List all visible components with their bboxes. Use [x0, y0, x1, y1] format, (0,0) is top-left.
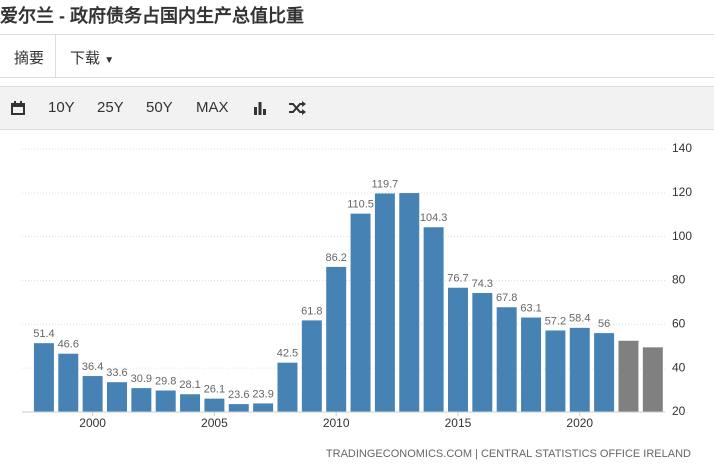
y-tick-label: 40 [672, 360, 686, 374]
value-label: 33.6 [106, 367, 127, 379]
value-label: 57.2 [545, 315, 566, 327]
bar [545, 330, 566, 412]
range-button[interactable]: 50Y [146, 99, 173, 116]
bar [228, 404, 249, 412]
source: TRADINGECONOMICS.COM | CENTRAL STATISTIC… [326, 448, 691, 460]
shuffle-icon[interactable] [288, 100, 306, 116]
bar [642, 347, 663, 412]
y-tick-label: 140 [672, 141, 692, 155]
bar [58, 353, 79, 412]
toolbar: 10Y 25Y 50Y MAX [0, 86, 714, 130]
range-button[interactable]: 25Y [97, 99, 124, 116]
y-tick-label: 80 [672, 273, 686, 287]
y-tick-label: 60 [672, 317, 686, 331]
calendar-icon[interactable] [10, 100, 26, 116]
value-label: 61.8 [301, 305, 322, 317]
bar [131, 388, 152, 412]
bar-chart-icon[interactable] [252, 100, 268, 116]
value-label: 76.7 [447, 273, 468, 285]
bar [496, 307, 517, 412]
bar [326, 266, 347, 412]
value-label: 23.6 [228, 389, 249, 401]
bar [447, 287, 468, 412]
value-label: 104.3 [420, 212, 448, 224]
y-tick-label: 120 [672, 185, 692, 199]
bar [374, 193, 395, 412]
value-label: 86.2 [325, 252, 346, 264]
x-tick-label: 2005 [201, 416, 228, 430]
bar [521, 317, 542, 412]
value-label: 56 [598, 318, 610, 330]
page-title: 爱尔兰 - 政府债务占国内生产总值比重 [0, 6, 304, 26]
bar [350, 213, 371, 412]
value-label: 58.4 [569, 313, 590, 325]
x-tick-label: 2000 [79, 416, 106, 430]
value-label: 23.9 [252, 388, 273, 400]
value-label: 28.1 [179, 379, 200, 391]
value-label: 30.9 [131, 373, 152, 385]
y-tick-label: 100 [672, 229, 692, 243]
bar [472, 292, 493, 412]
value-label: 119.7 [372, 178, 399, 190]
tab[interactable]: 下载 ▼ [70, 47, 114, 68]
bar [180, 394, 201, 412]
bar [569, 327, 590, 412]
value-label: 46.6 [58, 339, 79, 351]
value-label: 67.8 [496, 292, 517, 304]
bar [618, 340, 639, 412]
value-label: 51.4 [33, 328, 54, 340]
x-tick-label: 2015 [445, 416, 472, 430]
bar [155, 390, 176, 412]
bar [399, 193, 420, 412]
value-label: 74.3 [472, 278, 493, 290]
tab-bar: 摘要 下载 ▼ [0, 34, 714, 78]
value-label: 63.1 [520, 302, 541, 314]
x-tick-label: 2010 [323, 416, 350, 430]
bar [423, 227, 444, 412]
bar [594, 333, 615, 412]
bar [107, 382, 127, 412]
range-button[interactable]: MAX [196, 99, 229, 116]
tab-label[interactable]: 下载 [70, 50, 101, 67]
bar [253, 403, 274, 412]
value-label: 42.5 [277, 348, 298, 360]
value-label: 29.8 [155, 375, 176, 387]
caret: ▼ [104, 55, 115, 66]
bar [204, 398, 225, 412]
value-label: 36.4 [82, 361, 103, 373]
x-tick-label: 2020 [566, 416, 593, 430]
value-label: 110.5 [347, 199, 374, 211]
bar [33, 343, 54, 412]
tab[interactable]: 摘要 [14, 50, 45, 67]
bar [82, 376, 103, 412]
y-tick-label: 20 [672, 404, 686, 418]
range-button[interactable]: 10Y [48, 99, 75, 116]
value-label: 26.1 [204, 384, 225, 396]
bar [301, 320, 322, 412]
separator [55, 35, 56, 77]
bar [277, 362, 298, 412]
